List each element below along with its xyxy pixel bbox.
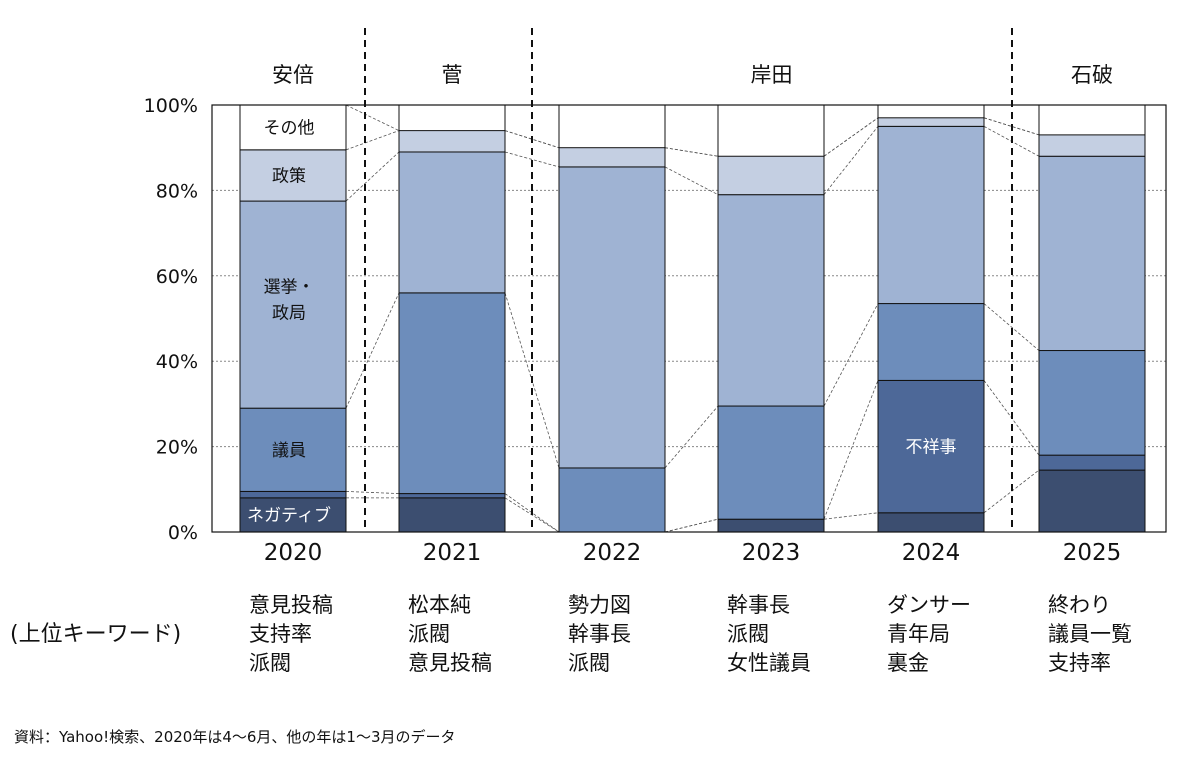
connector-line [504,493,560,533]
y-tick-label: 100% [144,95,198,117]
keyword: 勢力図 [568,593,631,617]
connector-line [345,104,400,131]
connector-line [823,380,879,520]
keyword: 支持率 [249,622,312,646]
connector-line [504,130,560,149]
connector-line [504,151,560,168]
keyword: 松本純 [408,593,471,617]
connector-line [983,303,1040,351]
connector-line [345,130,400,151]
x-tick-label: 2022 [583,540,642,566]
connector-lines [345,104,1040,533]
bar-segment [398,151,506,294]
bar-segment [717,405,825,520]
keyword: 終わり [1048,593,1111,617]
y-tick-label: 0% [168,522,198,544]
bar-segment [398,497,506,533]
keyword: 幹事長 [568,622,631,646]
connector-line [823,126,879,195]
bar-segment [239,104,347,151]
connector-line [664,147,719,157]
keyword-rows: 意見投稿支持率派閥松本純派閥意見投稿勢力図幹事長派閥幹事長派閥女性議員ダンサー青… [249,593,1132,675]
connector-line [664,405,719,469]
keyword: 派閥 [249,651,291,675]
segment-label: ネガティブ [247,505,331,526]
connector-line [345,151,400,202]
segment-label: 政策 [272,166,306,186]
connector-line [983,117,1040,136]
y-tick-label: 60% [156,266,198,288]
source-note: 資料：Yahoo!検索、2020年は4～6月、他の年は1～3月のデータ [14,728,456,746]
bar-segment [239,497,347,533]
connector-line [823,512,879,520]
connector-line [345,491,400,494]
period-label: 安倍 [272,63,314,87]
keyword: 派閥 [408,622,450,646]
x-tick-label: 2024 [902,540,961,566]
bar-segment [717,155,825,196]
bars [239,104,1146,533]
keyword: 意見投稿 [408,651,492,675]
bar-segment [239,149,347,202]
keyword: 意見投稿 [249,593,333,617]
period-dividers: 安倍 菅 岸田 石破 [272,28,1113,532]
segment-label: その他 [264,118,315,138]
bar-segment [398,493,506,499]
connector-line [823,117,879,157]
connector-line [983,469,1040,514]
keyword: 裏金 [887,651,929,675]
period-label: 岸田 [751,63,793,87]
bar-segment [398,292,506,495]
bar-segment [717,194,825,407]
bar-segment [239,490,347,499]
keyword: 幹事長 [727,593,790,617]
annotation-label: 不祥事 [906,438,957,458]
bar-segment [1038,134,1146,157]
bar-segment [1038,155,1146,352]
period-label: 石破 [1071,63,1113,87]
segment-label: 選挙・ [264,278,315,298]
bar-segment [1038,350,1146,456]
x-tick-label: 2020 [264,540,323,566]
segment-label: 議員 [272,441,306,461]
bar-segment [558,147,666,168]
segment-label: 政局 [272,304,306,324]
connector-line [664,518,719,533]
y-tick-label: 40% [156,351,198,373]
gridlines [212,189,1166,448]
keyword: ダンサー [887,593,971,617]
period-label: 菅 [442,63,463,87]
axes: 0% 20% 40% 60% 80% 100% 2020 2021 2022 2023 2024 20… [144,95,1167,566]
x-tick-label: 2023 [742,540,801,566]
keyword: 議員一覧 [1048,622,1132,646]
x-tick-label: 2021 [423,540,482,566]
keyword: 派閥 [568,651,610,675]
keyword: 派閥 [727,622,769,646]
bar-segment [558,166,666,469]
bar-segment [877,303,985,381]
bar-segment [877,379,985,514]
keyword-row-label: (上位キーワード) [10,622,181,647]
bar-segment [717,518,825,533]
bar-segment [558,467,666,533]
bar-segment [877,125,985,305]
x-tick-label: 2025 [1063,540,1122,566]
bar-segment [398,130,506,153]
y-tick-label: 20% [156,437,198,459]
y-tick-label: 80% [156,180,198,202]
bar-segment [877,117,985,127]
bar-segment [1038,469,1146,533]
bar-segment [239,407,347,492]
bar-segment [877,512,985,533]
connector-line [345,292,400,409]
keyword: 女性議員 [727,651,811,675]
plot-frame [211,104,1167,533]
keyword: 青年局 [887,622,950,646]
keyword: 支持率 [1048,651,1111,675]
connector-line [823,303,879,407]
bar-segment [239,200,347,409]
bar-segment [1038,454,1146,471]
